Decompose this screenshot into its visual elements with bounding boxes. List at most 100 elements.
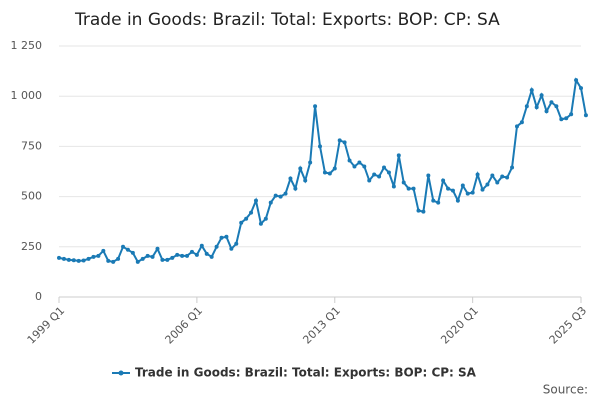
point [372, 172, 377, 177]
point [194, 252, 199, 257]
point [441, 178, 446, 183]
x-tick-label: 2006 Q1 [163, 304, 206, 347]
point [71, 258, 76, 263]
point [185, 253, 190, 258]
point [436, 200, 441, 205]
point [170, 255, 175, 260]
point [337, 138, 342, 143]
y-tick-label: 1 250 [11, 39, 43, 52]
point [490, 173, 495, 178]
point [455, 198, 460, 203]
point [460, 183, 465, 188]
point [485, 182, 490, 187]
point [175, 252, 180, 257]
point [391, 184, 396, 189]
x-tick-label: 1999 Q1 [25, 304, 68, 347]
point [66, 257, 71, 262]
point [495, 180, 500, 185]
point [244, 216, 249, 221]
point [534, 105, 539, 110]
y-tick-label: 1 000 [11, 89, 43, 102]
point [529, 88, 534, 93]
point [327, 171, 332, 176]
point [549, 100, 554, 105]
point [519, 120, 524, 125]
point [475, 172, 480, 177]
point [86, 256, 91, 261]
chart-title: Trade in Goods: Brazil: Total: Exports: … [74, 10, 500, 30]
point [145, 253, 150, 258]
point [111, 259, 116, 264]
point [500, 174, 505, 179]
point [239, 220, 244, 225]
y-tick-label: 0 [35, 290, 42, 303]
point [258, 221, 263, 226]
point [140, 256, 145, 261]
point [401, 180, 406, 185]
point [106, 258, 111, 263]
y-tick-label: 750 [21, 139, 42, 152]
point [357, 160, 362, 165]
point [268, 200, 273, 205]
point [450, 188, 455, 193]
point [470, 190, 475, 195]
point [150, 254, 155, 259]
point [91, 254, 96, 259]
point [204, 251, 209, 256]
point [130, 250, 135, 255]
legend-label: Trade in Goods: Brazil: Total: Exports: … [135, 366, 477, 380]
point [263, 216, 268, 221]
point [303, 178, 308, 183]
point [234, 241, 239, 246]
point [480, 187, 485, 192]
point [189, 249, 194, 254]
point [308, 160, 313, 165]
point [362, 164, 367, 169]
point [298, 166, 303, 171]
point [431, 198, 436, 203]
point [569, 112, 574, 117]
y-tick-label: 500 [21, 190, 42, 203]
point [539, 93, 544, 98]
point [288, 176, 293, 181]
point [180, 253, 185, 258]
point [524, 104, 529, 109]
point [283, 191, 288, 196]
point [377, 174, 382, 179]
point [352, 164, 357, 169]
point [544, 109, 549, 114]
point [406, 186, 411, 191]
point [411, 186, 416, 191]
point [318, 144, 322, 149]
point [579, 86, 583, 91]
point [273, 193, 278, 198]
point [559, 117, 564, 122]
point [554, 104, 559, 109]
point [505, 175, 510, 180]
point [396, 153, 401, 158]
point [81, 258, 86, 263]
point [101, 248, 106, 253]
point [446, 186, 451, 191]
point [135, 259, 140, 264]
point [224, 234, 229, 239]
point [125, 247, 130, 252]
point [253, 198, 258, 203]
series-line [58, 77, 587, 264]
point [278, 194, 283, 199]
point [382, 165, 387, 170]
point [421, 209, 426, 214]
point [574, 78, 579, 83]
x-tick-label: 2025 Q3 [547, 304, 590, 347]
point [386, 170, 391, 175]
point [96, 253, 101, 258]
point [367, 178, 372, 183]
point [514, 124, 519, 129]
point [116, 256, 121, 261]
point [57, 255, 61, 260]
point [342, 140, 347, 145]
point [61, 256, 66, 261]
legend-marker [118, 370, 124, 376]
point [465, 191, 470, 196]
point [155, 246, 160, 251]
